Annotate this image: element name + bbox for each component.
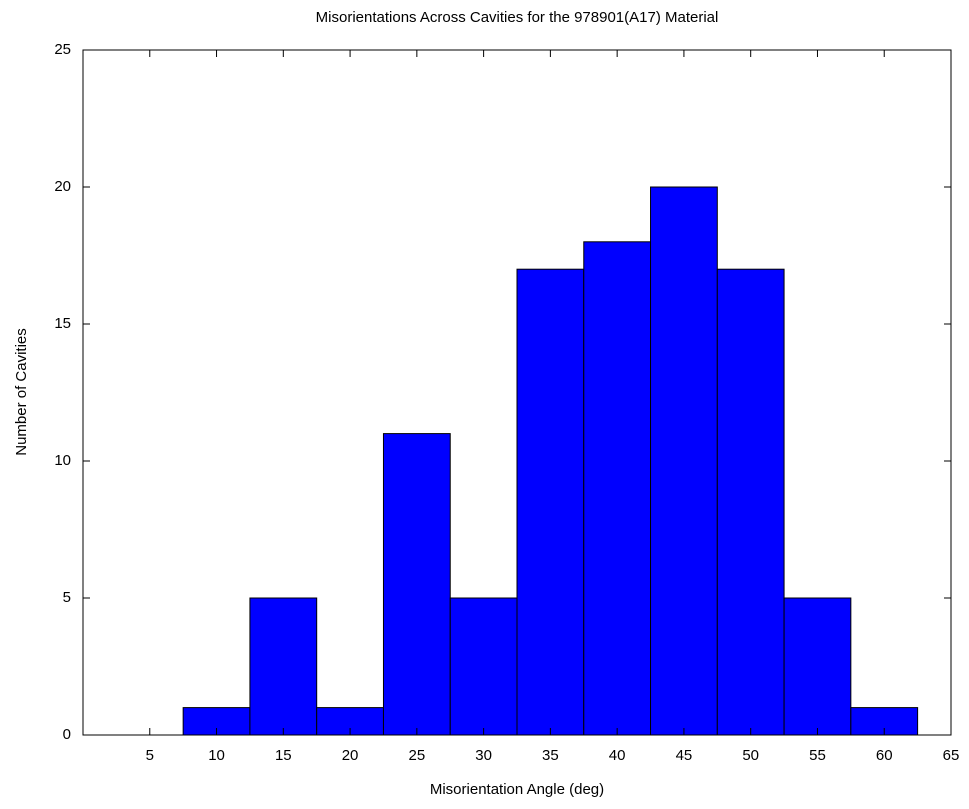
y-tick-label: 15 <box>54 315 71 332</box>
bar <box>583 241 652 736</box>
y-tick-label: 0 <box>63 726 71 743</box>
x-tick-label: 40 <box>609 747 626 764</box>
bar <box>449 597 518 736</box>
x-tick-label: 20 <box>342 747 359 764</box>
bar <box>650 186 718 736</box>
plot-frame <box>82 49 952 736</box>
chart-title: Misorientations Across Cavities for the … <box>316 9 719 26</box>
x-tick-label: 45 <box>676 747 693 764</box>
x-tick-label: 30 <box>475 747 492 764</box>
x-tick-label: 25 <box>409 747 426 764</box>
x-tick-label: 65 <box>943 747 960 764</box>
x-tick-label: 35 <box>542 747 559 764</box>
x-tick-label: 55 <box>809 747 826 764</box>
y-tick-label: 20 <box>54 178 71 195</box>
bar <box>516 268 585 736</box>
bar <box>716 268 785 736</box>
bar <box>249 597 318 736</box>
x-tick-label: 15 <box>275 747 292 764</box>
x-tick-label: 10 <box>208 747 225 764</box>
y-tick-label: 10 <box>54 452 71 469</box>
bar <box>783 597 852 736</box>
bar <box>382 433 451 736</box>
y-tick-label: 5 <box>63 589 71 606</box>
x-tick-label: 60 <box>876 747 893 764</box>
x-tick-label: 50 <box>742 747 759 764</box>
y-tick-label: 25 <box>54 41 71 58</box>
x-axis-label: Misorientation Angle (deg) <box>430 781 604 798</box>
y-axis-label: Number of Cavities <box>13 328 30 456</box>
x-tick-label: 5 <box>146 747 154 764</box>
